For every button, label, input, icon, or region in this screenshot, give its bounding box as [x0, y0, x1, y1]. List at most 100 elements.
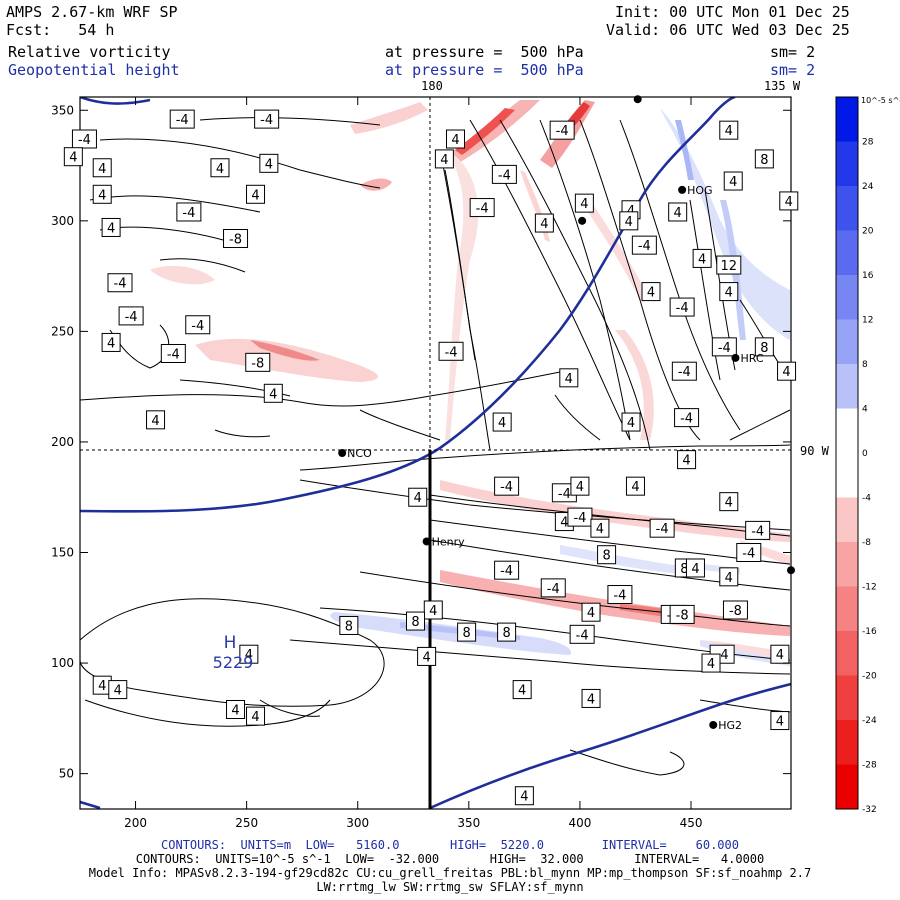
contour-label: -4 [649, 518, 675, 538]
contour-label-value: 4 [587, 606, 595, 621]
contour-label-value: 4 [414, 491, 422, 506]
contour-label-box [701, 653, 721, 673]
contour-label-value: 4 [647, 286, 655, 301]
contour-label-value: -4 [125, 310, 138, 325]
contour-label-box [185, 315, 211, 335]
contour-label-value: 4 [785, 195, 793, 210]
x-tick-label: 250 [235, 816, 258, 830]
contour-label-value: -8 [676, 608, 689, 623]
contour-label: -4 [745, 520, 771, 540]
colorbar-frame [835, 96, 859, 810]
contour-label-box [671, 361, 697, 381]
contour-label-value: -4 [558, 487, 571, 502]
contour-label-box [63, 147, 83, 167]
contour-label-box [408, 487, 428, 507]
contour-label-value: 8 [462, 626, 470, 641]
contour-label-box [549, 120, 575, 140]
colorbar-tick-label: 24 [862, 182, 874, 192]
contour-label-value: 4 [627, 204, 635, 219]
colorbar-tick-label: 28 [862, 138, 874, 148]
contour-label: 4 [226, 699, 246, 719]
contour-label-value: -8 [229, 233, 242, 248]
contour-label: -4 [711, 337, 737, 357]
colorbar-segment [836, 720, 858, 765]
contour-label-value: 8 [760, 153, 768, 168]
contour-label-box [631, 235, 657, 255]
contour-label-box [567, 507, 593, 527]
contour-label-value: 4 [707, 657, 715, 672]
contour-label: -4 [494, 560, 520, 580]
contour-label-value: -8 [729, 604, 742, 619]
contour-label-value: -4 [656, 522, 669, 537]
contour-label-box [259, 153, 279, 173]
contour-label: 4 [63, 147, 83, 167]
y-tick-label: 50 [59, 767, 74, 781]
footer-height-contours: CONTOURS: UNITS=m LOW= 5160.0 HIGH= 5220… [161, 838, 739, 852]
contour-label-value: 12 [721, 259, 738, 274]
contour-label-box [491, 164, 517, 184]
contour-label-box [607, 585, 633, 605]
contour-label: 4 [621, 412, 641, 432]
contour-label: 4 [641, 282, 661, 302]
colorbar-tick-label: -16 [862, 627, 877, 637]
contour-label-value: 4 [498, 416, 506, 431]
lon-90w-label: 90 W [800, 444, 830, 458]
forecast-hour: Fcst: 54 h [6, 21, 115, 39]
contour-label: -4 [254, 109, 280, 129]
contour-label: 12 [716, 255, 742, 275]
contour-label-value: 4 [114, 684, 122, 699]
colorbar-segment [836, 275, 858, 320]
colorbar-segment [836, 319, 858, 365]
contour-label-box [160, 343, 186, 363]
contour-label-value: 4 [729, 175, 737, 190]
colorbar-segment [836, 230, 858, 276]
contour-label-box [226, 699, 246, 719]
contour-label: 8 [597, 545, 617, 565]
contour-label-value: 4 [580, 197, 588, 212]
lon-135w-label: 135 W [764, 79, 801, 93]
colorbar-tick-label: -4 [862, 494, 871, 504]
contour-label-box [581, 688, 601, 708]
plot-frame [79, 96, 792, 810]
contour-label-box [445, 129, 465, 149]
contour-label-box [770, 644, 790, 664]
contour-label: -4 [176, 202, 202, 222]
station-marker [578, 216, 587, 225]
colorbar-tick-label: 20 [862, 227, 874, 237]
field1-name: Relative vorticity [8, 43, 171, 61]
station-name: HRC [740, 352, 763, 365]
valid-time: Valid: 06 UTC Wed 03 Dec 25 [606, 21, 850, 39]
contour-label: -4 [438, 341, 464, 361]
contour-label-value: 4 [265, 157, 273, 172]
contour-label: -4 [494, 476, 520, 496]
contour-label: 4 [668, 202, 688, 222]
x-tick-label: 400 [568, 816, 591, 830]
contour-label-value: 8 [602, 549, 610, 564]
contour-label-box [457, 622, 477, 642]
contour-label-value: -4 [742, 547, 755, 562]
model-title: AMPS 2.67-km WRF SP [6, 3, 178, 21]
contour-label: 4 [692, 248, 712, 268]
colorbar-tick-label: 16 [862, 271, 874, 281]
contour-label: 8 [754, 337, 774, 357]
contour-label-box [668, 202, 688, 222]
contour-label-box [674, 408, 700, 428]
contour-label-value: -4 [176, 113, 189, 128]
y-tick-label: 300 [51, 214, 74, 228]
contour-label-box [423, 600, 443, 620]
contour-label: 4 [770, 711, 790, 731]
colorbar-tick-label: 4 [862, 405, 868, 415]
contour-label-value: 4 [698, 252, 706, 267]
contour-label-box [210, 158, 230, 178]
station-name: NCO [347, 447, 372, 460]
contour-label-box [711, 337, 737, 357]
contour-label-box [223, 229, 249, 249]
contour-label: 4 [101, 217, 121, 237]
contour-label: 4 [570, 476, 590, 496]
contour-label-box [779, 191, 799, 211]
contour-label-value: 4 [520, 790, 528, 805]
station-marker [633, 95, 642, 104]
contour-label-value: 4 [151, 414, 159, 429]
